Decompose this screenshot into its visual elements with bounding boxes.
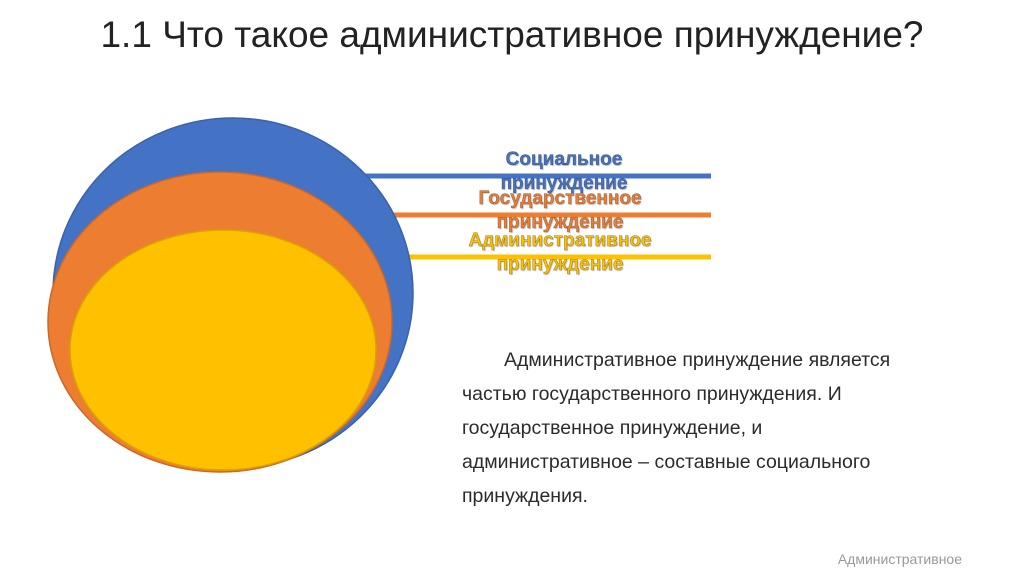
- admin-label-line1: Административное: [468, 230, 652, 252]
- social-label-line2: принуждение: [500, 173, 628, 195]
- social-coercion-label: Социальное принуждение: [434, 148, 694, 196]
- slide-title: 1.1 Что такое административное принужден…: [100, 14, 924, 55]
- state-label-line2: принуждение: [496, 212, 624, 234]
- admin-coercion-circle: [69, 229, 377, 471]
- state-label-line1: Государственное: [478, 188, 642, 210]
- admin-coercion-label: Административное принуждение: [430, 229, 690, 277]
- social-label-line1: Социальное: [505, 149, 623, 171]
- state-coercion-label: Государственное принуждение: [430, 187, 690, 235]
- body-paragraph: Административное принуждение является ча…: [462, 349, 891, 507]
- admin-label-line2: принуждение: [496, 254, 624, 276]
- footer-caption: Административное: [837, 551, 962, 567]
